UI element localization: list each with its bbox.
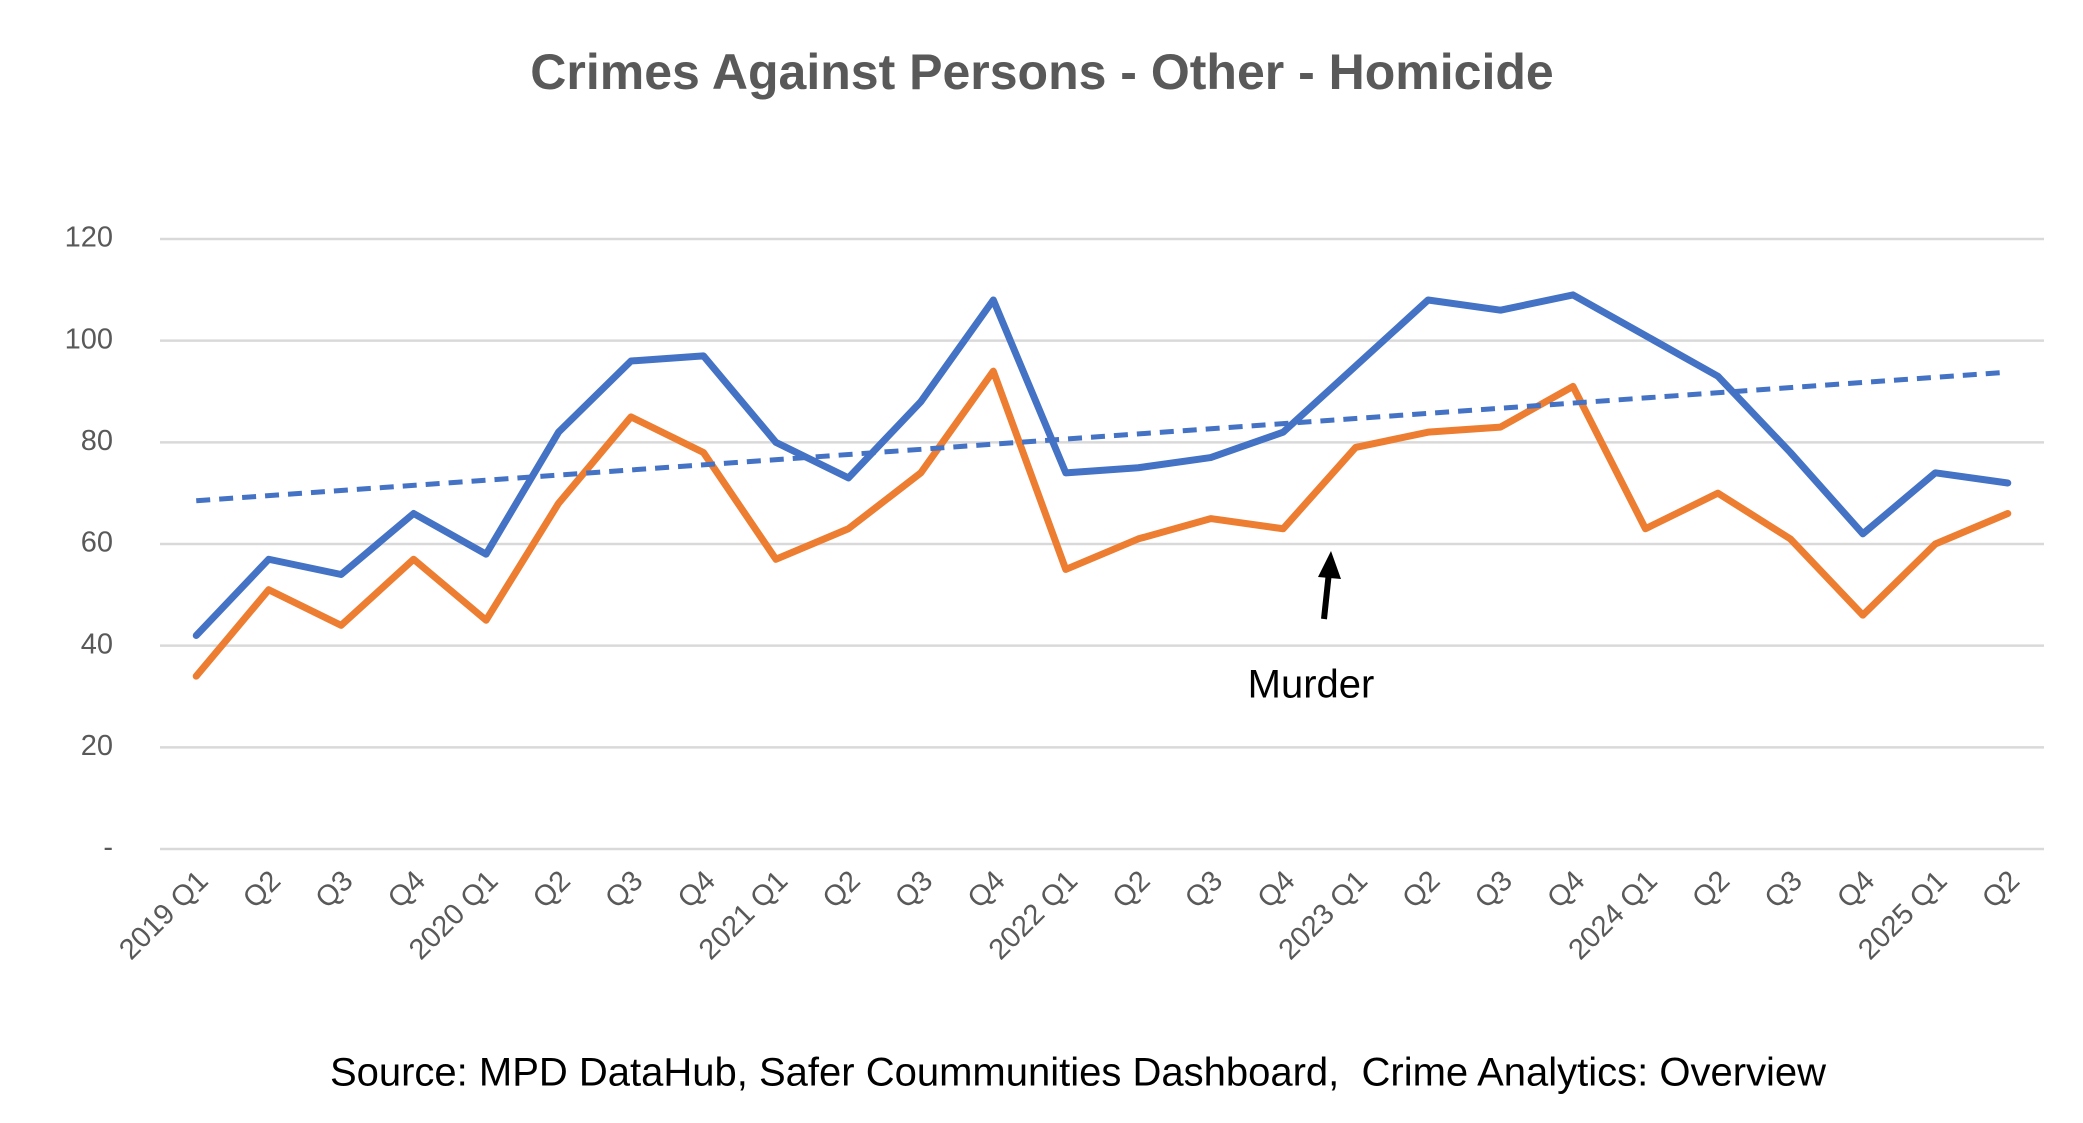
series-line (192, 367, 2012, 680)
chart-title: Crimes Against Persons - Other - Homicid… (530, 44, 1553, 100)
annotation: Murder (1248, 663, 1375, 707)
y-tick-label: 40 (81, 628, 113, 660)
y-tick-label: 60 (81, 527, 113, 559)
series-line (192, 291, 2012, 639)
y-tick-label: 120 (65, 222, 113, 254)
trendline (196, 369, 2008, 504)
y-tick-label: - (103, 832, 113, 864)
y-tick-label: 20 (81, 730, 113, 762)
source-note: Source: MPD DataHub, Safer Coummunities … (330, 1051, 1826, 1095)
y-tick-label: 80 (81, 425, 113, 457)
plot (192, 291, 2012, 680)
y-tick-label: 100 (65, 323, 113, 355)
annotation-arrowhead (1318, 551, 1341, 579)
annotation-arrow (1321, 571, 1332, 620)
